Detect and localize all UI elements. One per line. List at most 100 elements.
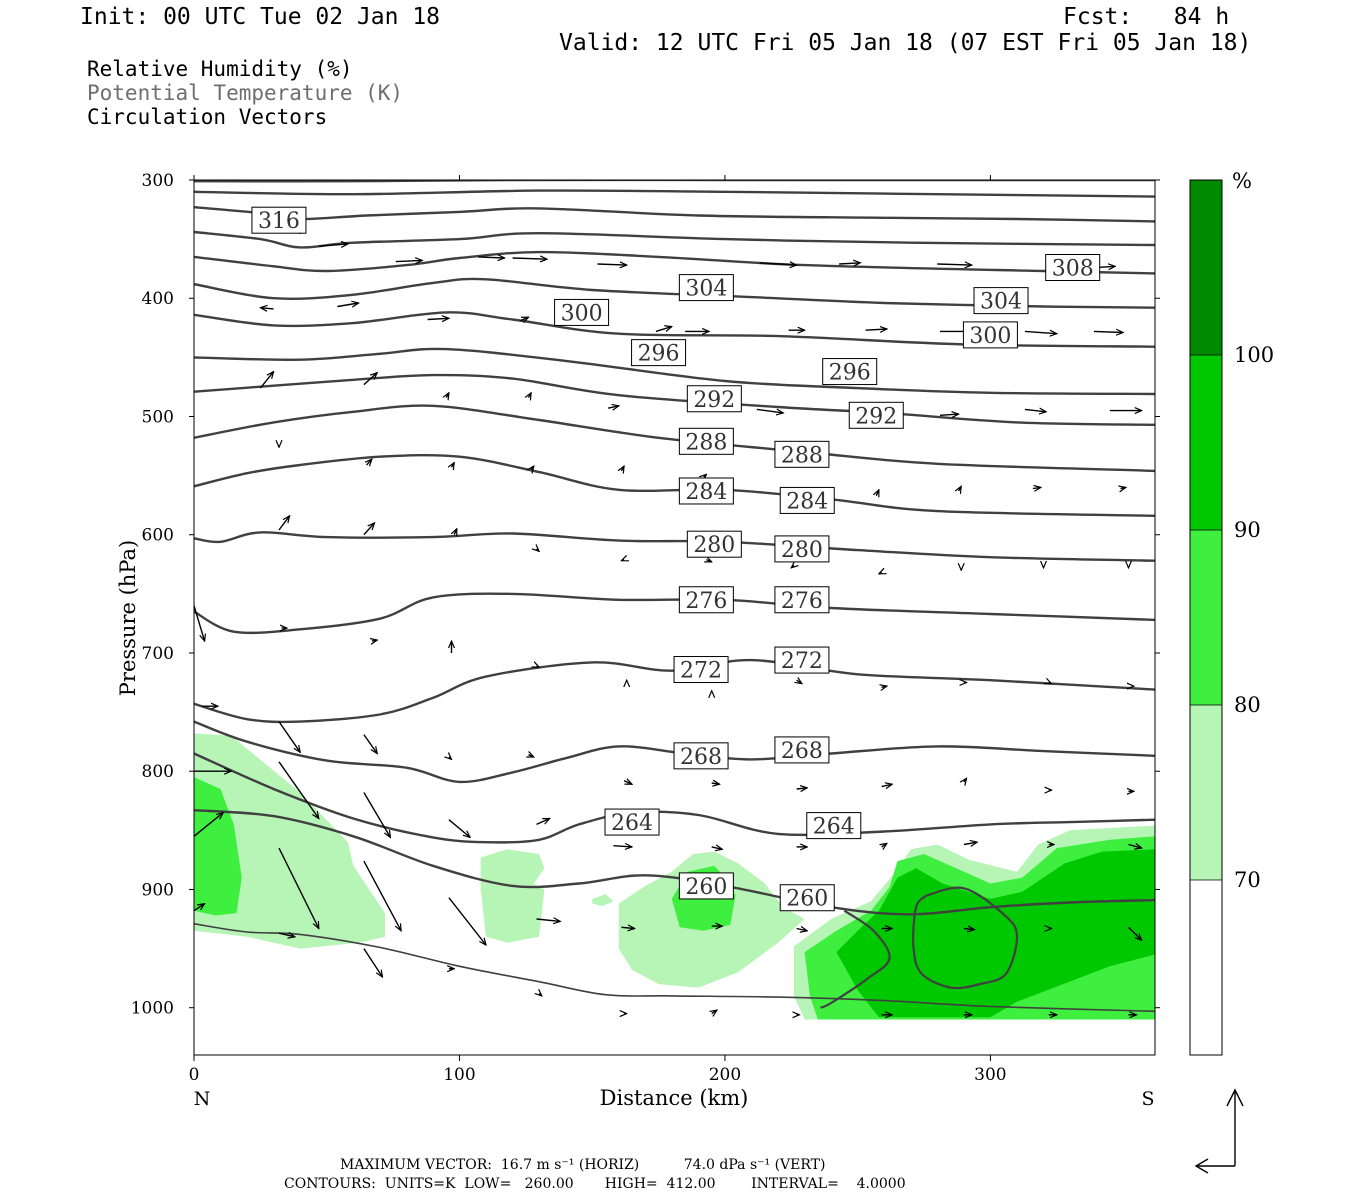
theta-label-box xyxy=(774,535,830,563)
theta-contour-line xyxy=(194,347,1155,396)
theta-label-box xyxy=(962,321,1018,349)
circulation-vector xyxy=(363,792,391,838)
colorbar-swatch-below-70 xyxy=(1190,880,1222,1055)
circulation-vector xyxy=(963,929,975,930)
theta-label: 292 xyxy=(848,401,904,429)
theta-label-box xyxy=(678,872,734,900)
plot-frame xyxy=(193,179,1156,1056)
legend-relative-humidity: Relative Humidity (%) xyxy=(87,57,353,81)
circulation-vector xyxy=(512,258,548,259)
theta-label-box xyxy=(678,586,734,614)
endpoint-right-label: S xyxy=(1141,1088,1154,1110)
legend-circulation-vectors: Circulation Vectors xyxy=(87,105,328,129)
x-tick-label: 200 xyxy=(709,1065,741,1085)
circulation-vector xyxy=(876,490,880,496)
theta-contour-line xyxy=(194,373,1155,426)
theta-label-box xyxy=(1045,254,1101,281)
colorbar-frame xyxy=(1189,179,1223,1056)
theta-label: 296 xyxy=(822,358,878,386)
theta-label-box xyxy=(774,440,830,468)
theta-labels: 316 308 304 304 300 300 296 296 292 292 288 288 284 2… xyxy=(251,206,1101,912)
circulation-vector xyxy=(1024,331,1057,333)
circulation-vector xyxy=(278,516,290,531)
theta-label-text: 276 xyxy=(781,589,823,614)
theta-label-box xyxy=(822,358,878,386)
theta-label-text: 292 xyxy=(855,404,897,429)
circulation-vector xyxy=(1049,683,1052,685)
circulation-vector xyxy=(337,303,358,307)
circulation-vector xyxy=(1121,487,1126,488)
theta-label-box xyxy=(673,656,729,684)
colorbar-level-label: 70 xyxy=(1234,868,1261,892)
circulation-vector xyxy=(536,919,561,921)
theta-label-text: 288 xyxy=(685,430,727,455)
theta-label-box xyxy=(678,477,734,505)
x-tick-label: 100 xyxy=(443,1065,475,1085)
circulation-vector xyxy=(539,994,542,996)
theta-label-text: 264 xyxy=(813,815,855,840)
theta-label: 304 xyxy=(678,274,734,302)
theta-label: 264 xyxy=(806,812,862,840)
theta-label-text: 296 xyxy=(829,361,871,386)
theta-label: 304 xyxy=(973,287,1029,315)
circulation-vector xyxy=(427,318,449,319)
theta-label-text: 276 xyxy=(685,589,727,614)
circulation-vector xyxy=(395,260,423,261)
circulation-vector xyxy=(454,529,458,535)
circulation-vector xyxy=(367,459,372,465)
colorbar-swatch-70 xyxy=(1190,705,1222,880)
theta-label-text: 316 xyxy=(258,209,300,234)
theta-label: 264 xyxy=(604,808,660,836)
theta-contour-line xyxy=(194,592,1155,635)
theta-label-text: 300 xyxy=(561,301,603,326)
circulation-vector xyxy=(452,463,455,468)
theta-label-text: 284 xyxy=(786,489,828,514)
colorbar-swatch-100 xyxy=(1190,180,1222,355)
circulation-vector xyxy=(449,757,452,759)
circulation-vector xyxy=(259,372,273,389)
theta-label: 316 xyxy=(251,206,307,234)
valid-time: Valid: 12 UTC Fri 05 Jan 18 (07 EST Fri … xyxy=(559,30,1252,56)
endpoint-left-label: N xyxy=(194,1088,211,1110)
theta-label: 288 xyxy=(774,440,830,468)
theta-label: 284 xyxy=(779,486,835,514)
circulation-vector xyxy=(964,778,967,782)
theta-label-box xyxy=(678,427,734,455)
circulation-vector xyxy=(363,734,377,754)
theta-label: 260 xyxy=(779,884,835,912)
theta-label-text: 272 xyxy=(781,649,823,674)
colorbar-swatch-80 xyxy=(1190,530,1222,705)
theta-label-box xyxy=(806,812,862,840)
rh-shading xyxy=(194,733,1155,1020)
circulation-vector xyxy=(882,843,887,847)
circulation-vector xyxy=(363,373,377,386)
theta-label: 276 xyxy=(774,586,830,614)
circulation-vector xyxy=(759,263,797,265)
theta-label-text: 260 xyxy=(685,875,727,900)
theta-label-box xyxy=(673,742,729,770)
theta-contour-line xyxy=(194,230,1155,249)
theta-contour-closed xyxy=(912,886,1019,990)
circulation-vector xyxy=(706,560,711,563)
circulation-vector xyxy=(704,474,707,476)
circulation-vector xyxy=(372,640,377,641)
theta-label-text: 308 xyxy=(1052,257,1094,282)
circulation-vector xyxy=(260,308,274,309)
theta-label: 292 xyxy=(686,385,742,413)
circulation-vector xyxy=(318,244,348,246)
theta-label-text: 264 xyxy=(611,811,653,836)
circulation-vector xyxy=(959,486,962,491)
circulation-vector xyxy=(448,819,470,838)
circulation-vector xyxy=(963,842,977,844)
circulation-vector xyxy=(1024,409,1046,411)
circulation-vector xyxy=(478,257,505,258)
y-tick-label: 900 xyxy=(142,880,174,900)
theta-label-box xyxy=(779,884,835,912)
theta-label-text: 280 xyxy=(781,538,823,563)
y-tick-label: 1000 xyxy=(131,999,174,1019)
circulation-vector xyxy=(711,847,723,849)
theta-contour-line xyxy=(194,250,1155,275)
theta-contour-line xyxy=(194,189,1155,198)
theta-contour-line xyxy=(194,809,1155,916)
theta-contour-line xyxy=(194,404,1155,473)
